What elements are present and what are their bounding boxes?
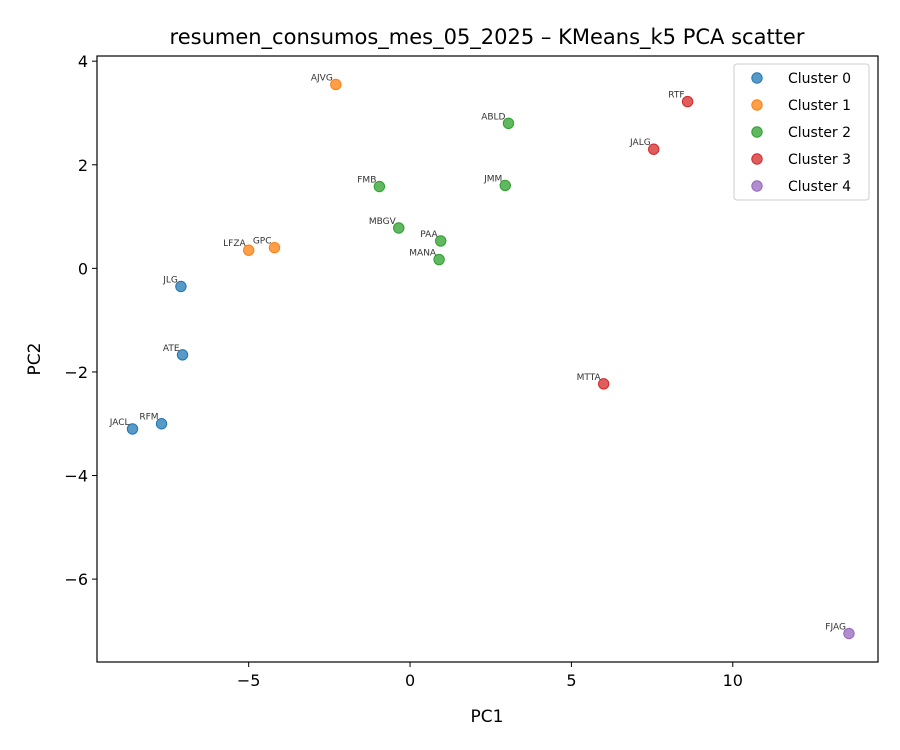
x-tick-label: 10 xyxy=(723,671,743,690)
data-point xyxy=(597,378,610,390)
data-point xyxy=(843,627,855,640)
plot-frame xyxy=(96,55,879,663)
point-label: AJVG xyxy=(311,73,333,83)
point-label: FMB xyxy=(357,176,376,186)
legend-box xyxy=(733,63,870,201)
legend-marker xyxy=(751,180,763,192)
x-tick-label: 0 xyxy=(405,671,415,690)
point-label: ABLD xyxy=(481,112,505,122)
legend-marker xyxy=(751,72,763,84)
data-point xyxy=(648,143,660,155)
legend-marker xyxy=(751,99,763,111)
y-tick-label: 4 xyxy=(78,52,88,71)
data-point xyxy=(126,423,139,435)
chart-title: resumen_consumos_mes_05_2025 – KMeans_k5… xyxy=(170,25,805,50)
data-point xyxy=(499,179,511,192)
x-tick-label: −5 xyxy=(237,671,261,690)
y-tick-label: −2 xyxy=(64,363,88,382)
point-label: PAA xyxy=(420,230,438,240)
point-label: JLG xyxy=(162,275,178,285)
y-tick-label: 2 xyxy=(78,156,88,175)
data-point xyxy=(502,117,515,130)
point-label: GPC xyxy=(253,237,272,247)
axis-ticks: −5 0 5 10 4 2 0 −2 −4 −6 xyxy=(64,52,743,690)
point-label: ATE xyxy=(163,344,180,354)
point-label: MTTA xyxy=(577,373,602,383)
legend: Cluster 0 Cluster 1 Cluster 2 Cluster 3 Clus… xyxy=(733,63,870,201)
data-point xyxy=(681,95,694,108)
plot-marks: JLG ATE RFM JACL AJVG LFZA GPC ABLD FMB JMM MBGV PA… xyxy=(109,73,855,640)
point-label: JACL xyxy=(109,418,130,428)
point-label: RFM xyxy=(139,413,158,423)
point-label: FJAG xyxy=(825,623,846,633)
y-axis-label: PC2 xyxy=(25,343,45,376)
point-label: MANA xyxy=(409,249,437,259)
point-label: RTF xyxy=(668,91,684,101)
y-tick-label: 0 xyxy=(78,259,88,278)
data-point xyxy=(435,235,447,247)
y-tick-label: −6 xyxy=(64,570,88,589)
point-label: JMM xyxy=(483,174,502,184)
legend-entry: Cluster 4 xyxy=(788,179,851,195)
data-point xyxy=(155,418,168,430)
data-point xyxy=(242,244,255,256)
legend-marker xyxy=(751,126,763,138)
x-tick-label: 5 xyxy=(566,671,576,690)
data-point xyxy=(176,349,189,361)
data-point xyxy=(393,222,405,234)
x-axis-label: PC1 xyxy=(471,707,504,727)
data-point xyxy=(330,78,342,91)
data-point xyxy=(268,241,281,254)
legend-entry: Cluster 3 xyxy=(788,152,851,168)
data-point xyxy=(433,253,445,266)
data-point xyxy=(175,280,187,293)
y-tick-label: −4 xyxy=(64,467,88,486)
point-label: MBGV xyxy=(369,217,397,227)
legend-entry: Cluster 1 xyxy=(788,98,851,114)
legend-entry: Cluster 0 xyxy=(788,71,851,87)
legend-entry: Cluster 2 xyxy=(788,125,851,141)
data-point xyxy=(373,180,386,193)
point-label: LFZA xyxy=(223,239,246,249)
legend-marker xyxy=(751,153,763,165)
point-label: JALG xyxy=(629,138,651,148)
